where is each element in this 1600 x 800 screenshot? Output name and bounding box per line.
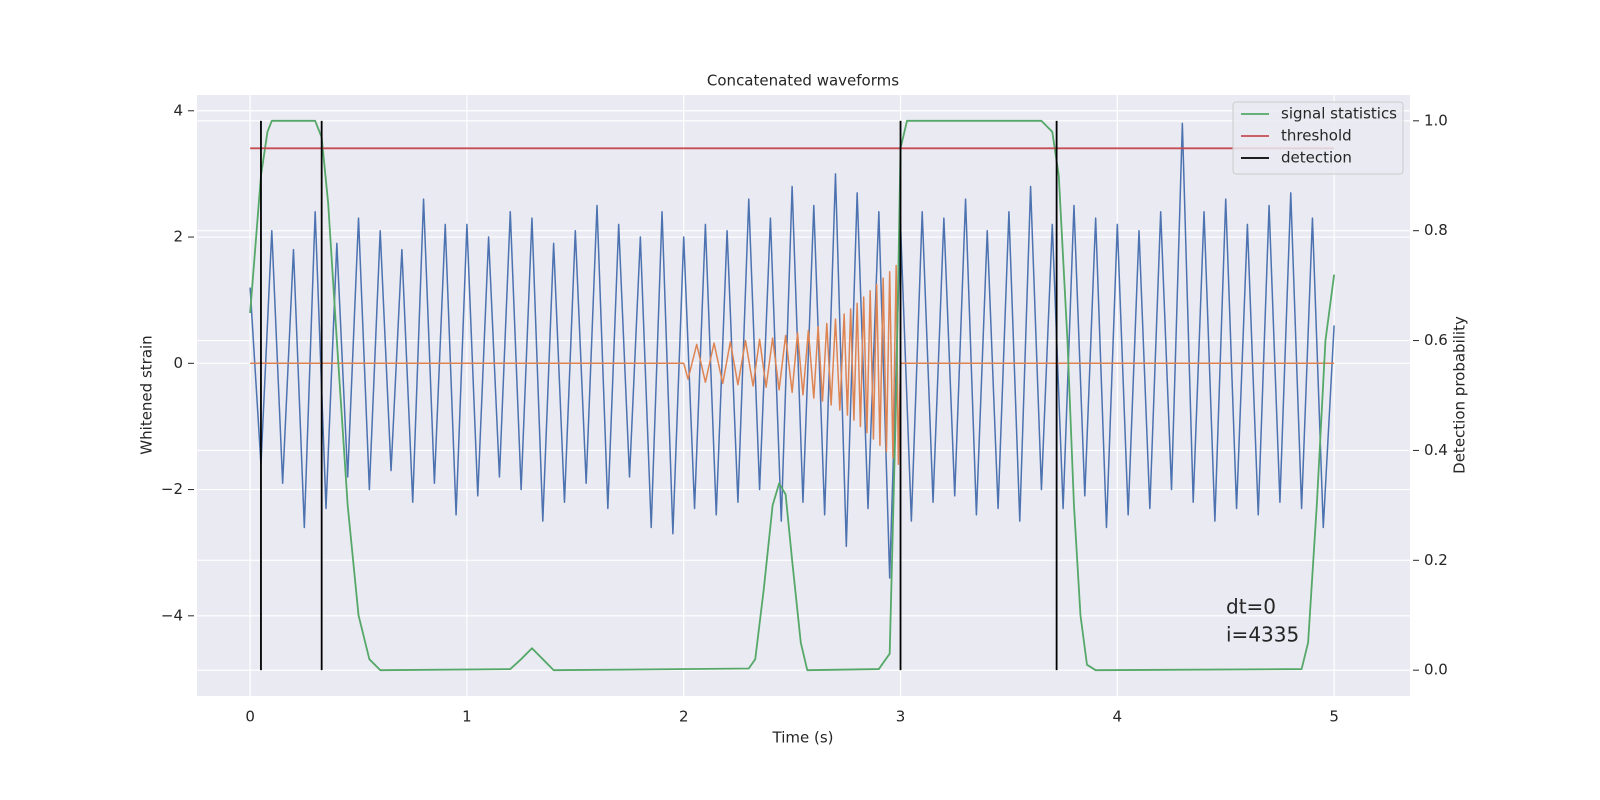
series-line (260, 120, 1058, 671)
y-tick-label: 0 (173, 354, 183, 372)
y2-tick-label: 0.6 (1424, 331, 1448, 349)
y-tick-label: −2 (161, 480, 183, 498)
x-tick-label: 2 (679, 708, 689, 726)
y2-tick-label: 1.0 (1424, 111, 1448, 129)
y2-tick-label: 0.2 (1424, 551, 1448, 569)
marks (249, 119, 1336, 672)
y2-tick-label: 0.4 (1424, 441, 1448, 459)
annotation: dt=0 (1226, 595, 1276, 619)
series-line (249, 119, 1336, 672)
legend-label: threshold (1281, 127, 1352, 145)
y-axis-label: Whitened strain (138, 335, 156, 454)
x-axis-label: Time (s) (772, 729, 834, 747)
legend-label: detection (1281, 149, 1352, 167)
y2-axis-label: Detection probability (1451, 316, 1469, 474)
y2-tick-label: 0.8 (1424, 221, 1448, 239)
axes: 0 1 2 3 4 5 −4 −2 0 2 4 0.0 0.2 0.4 0.6 0.8 1.0 (161, 101, 1448, 725)
chart-title: Concatenated waveforms (707, 72, 899, 90)
plot-area (197, 95, 1410, 696)
legend: signal statistics threshold detection (1232, 101, 1404, 175)
x-tick-label: 4 (1113, 708, 1123, 726)
y-tick-label: −4 (161, 606, 183, 624)
x-tick-label: 1 (462, 708, 472, 726)
series-line (250, 264, 1335, 466)
y2-tick-label: 0.0 (1424, 661, 1448, 679)
annotation: i=4335 (1226, 623, 1299, 647)
x-tick-label: 0 (245, 708, 255, 726)
x-tick-label: 5 (1329, 708, 1339, 726)
x-tick-label: 3 (896, 708, 906, 726)
legend-box (1232, 101, 1404, 175)
legend-label: signal statistics (1281, 105, 1397, 123)
y-tick-label: 2 (173, 228, 183, 246)
y-tick-label: 4 (173, 101, 183, 119)
series-line (249, 122, 1335, 579)
